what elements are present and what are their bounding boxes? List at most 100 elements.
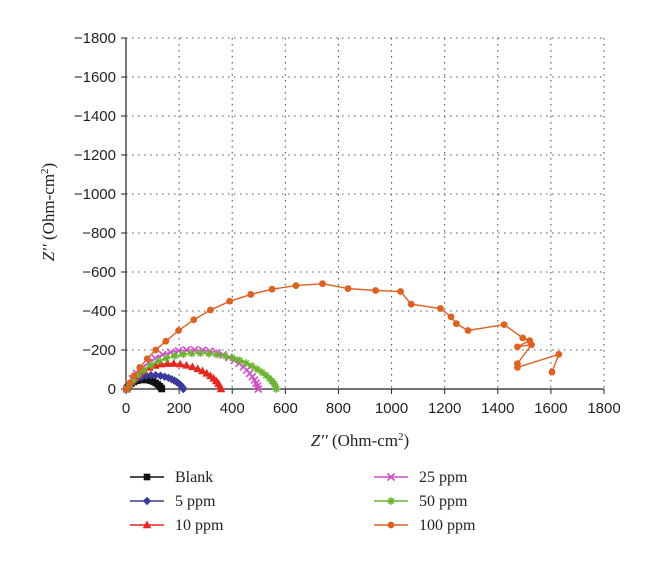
data-point-100-ppm xyxy=(190,316,198,324)
x-tick-label: 800 xyxy=(326,400,351,417)
y-tick-label: −1600 xyxy=(74,69,116,86)
y-tick-label: −600 xyxy=(82,264,116,281)
legend-marker xyxy=(143,473,151,481)
grid xyxy=(126,37,605,389)
legend-item-10-ppm: 10 ppm xyxy=(130,517,224,534)
x-tick-label: 1200 xyxy=(428,400,461,417)
data-point-50-ppm xyxy=(221,352,230,360)
data-point-50-ppm xyxy=(196,349,205,358)
data-point-100-ppm xyxy=(372,287,380,294)
data-point-100-ppm xyxy=(548,368,556,376)
y-tick-label: 0 xyxy=(108,381,116,398)
legend-label: 10 ppm xyxy=(175,517,224,534)
legend-item-blank: Blank xyxy=(130,469,213,486)
data-point-100-ppm xyxy=(452,320,460,328)
data-point-100-ppm xyxy=(130,372,138,380)
data-point-50-ppm xyxy=(140,366,148,374)
y-tick-label: −400 xyxy=(82,303,116,320)
data-point-50-ppm xyxy=(242,359,250,367)
y-tick-label: −1000 xyxy=(74,186,116,203)
data-point-50-ppm xyxy=(162,354,171,362)
data-point-100-ppm xyxy=(126,379,134,387)
data-point-100-ppm xyxy=(143,355,151,363)
tick-labels: 0 200 400 600 800 1000 1200 1400 1600 1800 0 −200 −4… xyxy=(74,30,621,417)
data-point-100-ppm xyxy=(292,282,300,290)
legend-marker xyxy=(387,497,395,505)
data-point-50-ppm xyxy=(265,374,274,383)
legend-marker xyxy=(386,472,396,482)
data-point-100-ppm xyxy=(319,280,326,288)
data-point-50-ppm xyxy=(271,382,280,391)
plot-series xyxy=(122,280,563,394)
data-point-10-ppm xyxy=(175,359,185,368)
data-point-100-ppm xyxy=(247,291,255,298)
data-point-100-ppm xyxy=(397,288,404,295)
legend-marker xyxy=(142,520,152,529)
data-point-10-ppm xyxy=(188,362,197,371)
data-point-50-ppm xyxy=(235,356,244,365)
data-point-50-ppm xyxy=(134,371,143,379)
legend-marker xyxy=(142,496,152,506)
legend-label: 5 ppm xyxy=(175,493,216,510)
x-axis-title: Z′′ (Ohm-cm2) xyxy=(311,431,409,450)
x-tick-label: 1400 xyxy=(481,400,514,417)
data-point-10-ppm xyxy=(193,364,202,373)
data-point-100-ppm xyxy=(136,364,144,371)
data-point-100-ppm xyxy=(514,343,521,351)
data-point-50-ppm xyxy=(147,361,155,370)
x-tick-label: 600 xyxy=(273,400,298,417)
data-point-50-ppm xyxy=(154,357,163,366)
legend-label: 25 ppm xyxy=(419,469,468,486)
data-point-50-ppm xyxy=(270,380,278,388)
data-point-100-ppm xyxy=(344,285,352,292)
data-point-50-ppm xyxy=(213,350,222,359)
x-tick-label: 1600 xyxy=(534,400,567,417)
data-point-50-ppm xyxy=(228,354,237,362)
data-point-100-ppm xyxy=(555,350,563,358)
data-point-10-ppm xyxy=(182,360,191,369)
x-tick-label: 1800 xyxy=(587,400,620,417)
data-point-25-ppm xyxy=(174,346,183,355)
data-point-10-ppm xyxy=(198,366,207,375)
data-point-100-ppm xyxy=(123,385,130,393)
data-point-5-ppm xyxy=(146,370,156,380)
data-point-100-ppm xyxy=(268,285,276,293)
legend: Blank 5 ppm 10 ppm 25 ppm 50 ppm 100 ppm xyxy=(130,469,476,534)
data-point-50-ppm xyxy=(171,352,179,360)
data-point-10-ppm xyxy=(216,384,226,393)
data-point-100-ppm xyxy=(437,305,444,312)
data-point-25-ppm xyxy=(182,345,191,355)
data-point-50-ppm xyxy=(272,385,281,393)
y-tick-label: −1400 xyxy=(74,108,116,125)
legend-item-5-ppm: 5 ppm xyxy=(130,493,216,510)
data-point-50-ppm xyxy=(179,350,188,359)
data-point-100-ppm xyxy=(175,327,182,334)
x-tick-label: 0 xyxy=(122,400,130,417)
data-point-25-ppm xyxy=(254,384,263,394)
data-point-100-ppm xyxy=(464,327,472,334)
y-axis-title: Z′′ (Ohm-cm2) xyxy=(39,163,58,261)
data-point-100-ppm xyxy=(514,363,521,371)
data-point-100-ppm xyxy=(162,337,170,345)
series-line-100-ppm xyxy=(125,282,561,390)
data-point-50-ppm xyxy=(188,349,196,358)
series-100-ppm xyxy=(123,280,563,393)
x-tick-label: 200 xyxy=(167,400,192,417)
y-tick-label: −800 xyxy=(82,225,116,242)
legend-label: 100 ppm xyxy=(419,517,476,534)
data-point-10-ppm xyxy=(163,359,172,367)
data-point-100-ppm xyxy=(152,346,160,354)
data-point-50-ppm xyxy=(248,362,256,370)
x-tick-label: 1000 xyxy=(375,400,408,417)
data-point-10-ppm xyxy=(169,359,179,367)
legend-item-50-ppm: 50 ppm xyxy=(374,493,468,510)
data-point-100-ppm xyxy=(447,313,455,321)
data-point-50-ppm xyxy=(129,376,138,384)
data-point-50-ppm xyxy=(205,349,213,358)
data-point-50-ppm xyxy=(253,365,261,373)
y-tick-label: −1200 xyxy=(74,147,116,164)
data-point-100-ppm xyxy=(500,321,508,329)
x-tick-label: 400 xyxy=(220,400,245,417)
y-tick-label: −1800 xyxy=(74,30,116,47)
data-point-5-ppm xyxy=(151,370,160,380)
